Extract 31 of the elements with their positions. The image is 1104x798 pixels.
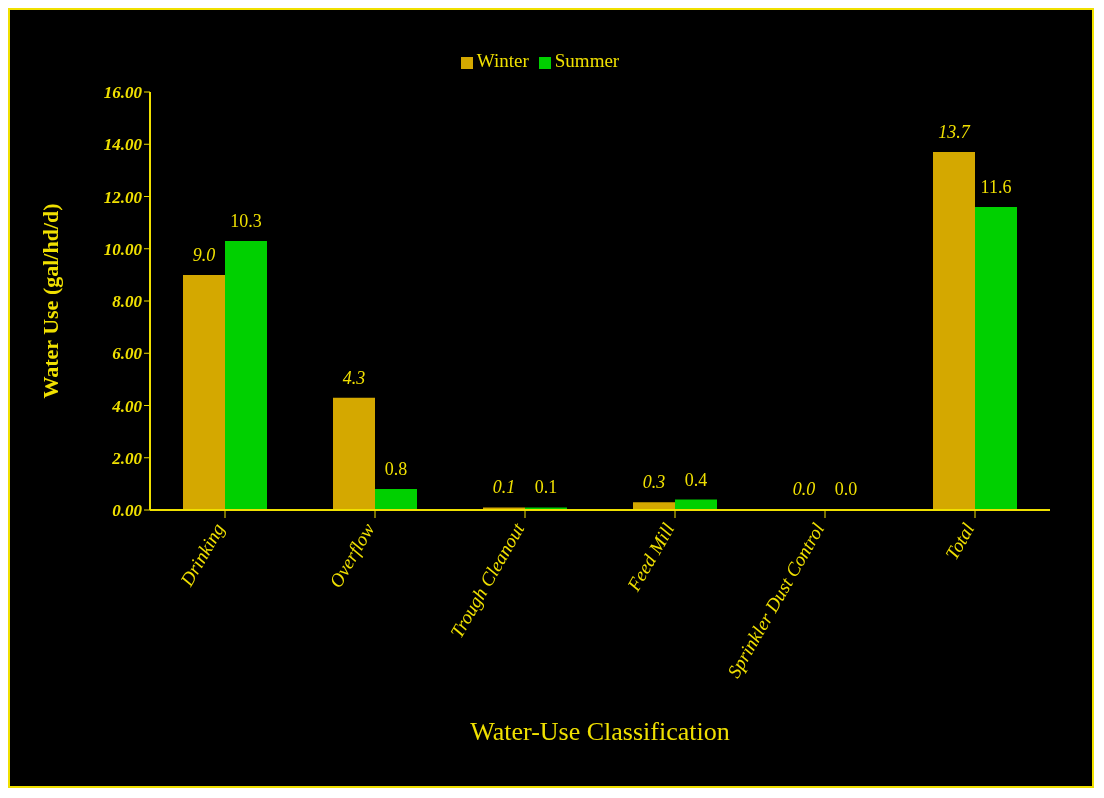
data-label: 4.3 — [342, 367, 366, 388]
y-tick-label: 10.00 — [103, 239, 143, 259]
y-tick-label: 0.00 — [112, 501, 143, 521]
bar — [183, 274, 225, 510]
data-label: 0.4 — [684, 469, 708, 490]
data-label: 10.3 — [230, 210, 262, 231]
legend-label: Winter — [476, 50, 529, 71]
y-tick-label: 4.00 — [111, 396, 143, 416]
bar — [333, 397, 375, 510]
data-label: 0.0 — [834, 479, 858, 499]
y-tick-label: 16.00 — [103, 83, 143, 103]
data-label: 9.0 — [192, 244, 216, 265]
y-tick-label: 14.00 — [103, 135, 143, 155]
data-label: 0.1 — [534, 477, 558, 498]
data-label: 0.8 — [384, 459, 408, 480]
y-tick-label: 6.00 — [112, 344, 143, 364]
bar — [225, 240, 267, 510]
data-label: 11.6 — [980, 176, 1012, 197]
bar — [375, 489, 417, 510]
legend-label: Summer — [554, 50, 620, 71]
y-tick-label: 8.00 — [112, 292, 143, 312]
y-tick-label: 12.00 — [103, 187, 143, 207]
bar — [933, 152, 975, 510]
data-label: 0.3 — [642, 472, 666, 493]
data-label: 0.0 — [792, 479, 816, 499]
y-axis-title: Water Use (gal/hd/d) — [37, 203, 63, 399]
x-axis-title: Water-Use Classification — [470, 717, 730, 746]
y-tick-label: 2.00 — [111, 448, 143, 468]
data-label: 0.1 — [492, 477, 516, 498]
data-label: 13.7 — [938, 122, 971, 143]
bar — [975, 206, 1017, 510]
